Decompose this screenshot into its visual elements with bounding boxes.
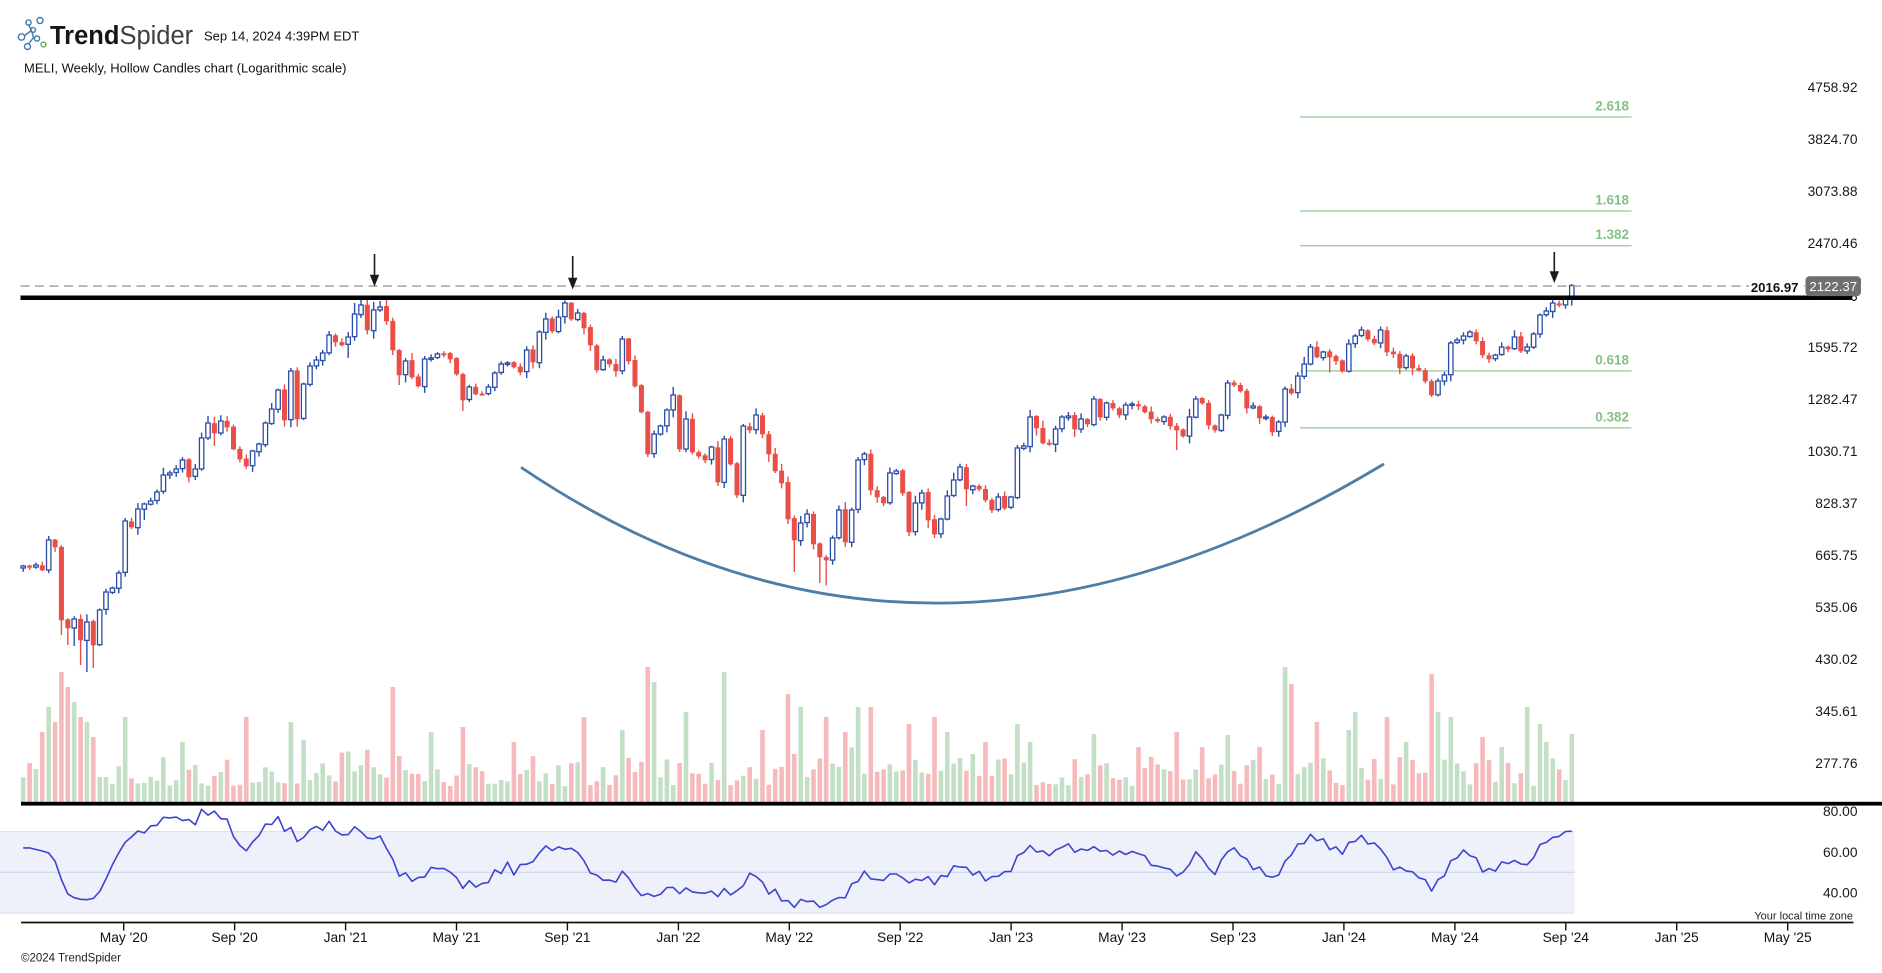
svg-text:828.37: 828.37: [1815, 496, 1857, 511]
svg-text:0.382: 0.382: [1595, 409, 1629, 424]
svg-text:Jan '25: Jan '25: [1655, 930, 1699, 945]
svg-text:Your local time zone: Your local time zone: [1754, 911, 1853, 923]
svg-text:May '24: May '24: [1431, 930, 1479, 945]
svg-text:May '23: May '23: [1098, 930, 1146, 945]
svg-text:40.00: 40.00: [1823, 886, 1858, 901]
svg-text:535.06: 535.06: [1815, 600, 1858, 615]
svg-text:Jan '22: Jan '22: [656, 930, 700, 945]
svg-text:430.02: 430.02: [1815, 652, 1857, 667]
svg-text:Sep 14, 2024 4:39PM EDT: Sep 14, 2024 4:39PM EDT: [204, 29, 359, 44]
svg-text:665.75: 665.75: [1815, 548, 1858, 563]
svg-text:2.618: 2.618: [1595, 98, 1629, 113]
svg-text:1282.47: 1282.47: [1808, 392, 1858, 407]
svg-text:Sep '21: Sep '21: [544, 930, 590, 945]
svg-text:277.76: 277.76: [1815, 756, 1858, 771]
svg-text:80.00: 80.00: [1823, 804, 1858, 819]
svg-text:60.00: 60.00: [1823, 845, 1858, 860]
svg-text:Sep '23: Sep '23: [1210, 930, 1257, 945]
svg-text:345.61: 345.61: [1815, 704, 1857, 719]
svg-text:3824.70: 3824.70: [1808, 132, 1858, 147]
svg-text:May '25: May '25: [1764, 930, 1812, 945]
svg-text:2470.46: 2470.46: [1808, 236, 1858, 251]
svg-text:0.618: 0.618: [1595, 352, 1629, 367]
svg-text:1595.72: 1595.72: [1808, 340, 1858, 355]
svg-text:2122.37: 2122.37: [1809, 279, 1857, 294]
svg-text:Sep '20: Sep '20: [211, 930, 258, 945]
svg-text:4758.92: 4758.92: [1808, 80, 1858, 95]
svg-text:MELI, Weekly, Hollow Candles c: MELI, Weekly, Hollow Candles chart (Loga…: [24, 61, 346, 76]
svg-text:TrendSpider: TrendSpider: [50, 22, 194, 50]
svg-text:Sep '24: Sep '24: [1543, 930, 1590, 945]
svg-text:1.382: 1.382: [1595, 227, 1629, 242]
svg-text:May '22: May '22: [765, 930, 813, 945]
svg-text:Sep '22: Sep '22: [877, 930, 923, 945]
svg-text:Jan '23: Jan '23: [989, 930, 1033, 945]
svg-text:3073.88: 3073.88: [1808, 184, 1858, 199]
svg-text:1.618: 1.618: [1595, 193, 1629, 208]
svg-text:1030.71: 1030.71: [1808, 444, 1858, 459]
svg-text:2016.97: 2016.97: [1751, 280, 1799, 295]
svg-text:©2024 TrendSpider: ©2024 TrendSpider: [21, 953, 121, 965]
svg-text:Jan '21: Jan '21: [324, 930, 368, 945]
svg-text:May '21: May '21: [433, 930, 481, 945]
svg-text:Jan '24: Jan '24: [1322, 930, 1366, 945]
svg-text:May '20: May '20: [100, 930, 148, 945]
